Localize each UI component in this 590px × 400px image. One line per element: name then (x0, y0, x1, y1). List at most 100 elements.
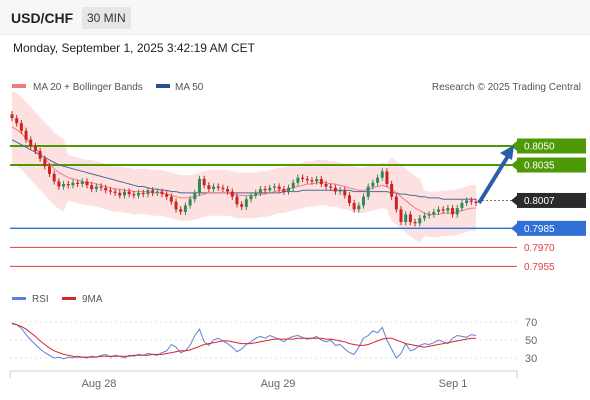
candle-body (296, 177, 300, 183)
candle-body (118, 192, 122, 196)
candle-body (357, 205, 361, 210)
candle-body (207, 185, 211, 190)
level-label: 0.7985 (524, 224, 555, 235)
candle-body (366, 186, 370, 197)
candle-body (347, 195, 351, 204)
candle-body (432, 211, 436, 215)
candle-body (165, 194, 169, 197)
header-bar: USD/CHF 30 MIN (0, 0, 590, 35)
rsi-y-tick-label: 50 (525, 335, 537, 347)
resistance-level-pointer (511, 160, 517, 170)
candle-body (183, 205, 187, 212)
candle-body (460, 203, 464, 209)
candle-body (90, 185, 94, 190)
candle-body (329, 186, 333, 188)
forecast-arrow-shaft (477, 154, 510, 205)
candle-body (315, 178, 319, 182)
candle-body (43, 158, 47, 167)
candle-body (24, 130, 28, 140)
candle-body (155, 191, 159, 193)
candle-body (441, 209, 445, 211)
candle-body (212, 186, 216, 190)
ma50-legend-swatch (156, 84, 170, 88)
candle-body (399, 209, 403, 223)
candle-body (202, 178, 206, 186)
candle-body (62, 184, 66, 187)
candle-body (310, 180, 314, 182)
copyright-label: Research © 2025 Trading Central (432, 82, 581, 93)
candle-body (137, 192, 141, 196)
candle-body (305, 178, 309, 181)
x-tick-label: Aug 28 (82, 378, 117, 390)
candle-body (287, 187, 291, 192)
candle-body (352, 203, 356, 210)
candle-body (437, 209, 441, 212)
candle-body (127, 191, 131, 195)
candle-body (193, 192, 197, 200)
level-label: 0.8035 (524, 161, 555, 172)
candle-body (263, 189, 267, 191)
timeframe-badge[interactable]: 30 MIN (82, 7, 131, 29)
candle-body (216, 186, 220, 188)
candle-body (244, 199, 248, 207)
bollinger-band (12, 90, 476, 243)
candle-body (249, 195, 253, 200)
candle-body (474, 201, 478, 204)
candle-body (151, 190, 155, 193)
resistance-level-pointer (511, 141, 517, 151)
candle-body (141, 192, 145, 195)
current-level-pointer (511, 195, 517, 206)
candle-body (19, 123, 23, 131)
candle-body (160, 191, 164, 195)
rsi-ma-legend-label: 9MA (82, 294, 103, 305)
candle-body (324, 184, 328, 187)
symbol-title: USD/CHF (11, 10, 74, 26)
candle-body (113, 191, 117, 193)
candle-body (52, 173, 56, 182)
candle-body (394, 196, 398, 210)
candle-body (85, 181, 89, 186)
candle-body (169, 196, 173, 202)
candle-body (446, 208, 450, 211)
candle-body (29, 139, 33, 146)
resistance-level-badge (517, 157, 586, 173)
candle-body (104, 187, 108, 191)
candle-body (362, 196, 366, 206)
candle-body (188, 199, 192, 206)
candle-body (291, 182, 295, 188)
current-level-badge (517, 192, 586, 208)
candle-body (427, 214, 431, 216)
candle-body (371, 182, 375, 187)
ma20-legend-label: MA 20 + Bollinger Bands (33, 82, 143, 93)
ma20-line (11, 126, 476, 215)
candle-body (108, 190, 112, 192)
candle-body (71, 182, 75, 186)
candle-body (319, 178, 323, 185)
candle-body (258, 189, 262, 193)
timestamp: Monday, September 1, 2025 3:42:19 AM CET (13, 41, 255, 55)
candle-body (38, 151, 42, 159)
candle-body (10, 114, 14, 119)
candle-body (343, 190, 347, 196)
rsi-y-tick-label: 30 (525, 353, 537, 365)
candle-body (80, 181, 84, 185)
candle-body (413, 222, 417, 224)
price-layer: 0.8050 0.8035 0.8007 0.7985 0.7970 0.7955 (10, 90, 586, 273)
candle-body (15, 118, 19, 124)
candle-body (76, 182, 80, 184)
rsi-legend-swatch (12, 297, 26, 300)
candle-body (33, 146, 37, 152)
candle-body (404, 214, 408, 223)
resistance-level-badge (517, 138, 586, 154)
pivot-level-badge (517, 220, 586, 236)
level-label: 0.7955 (524, 262, 555, 273)
candle-body (197, 178, 201, 193)
candle-body (465, 200, 469, 204)
candle-body (277, 186, 281, 190)
forecast-arrow-head (500, 145, 514, 160)
rsi-legend-label: RSI (32, 294, 49, 305)
candle-body (338, 190, 342, 192)
candle-body (240, 204, 244, 207)
candle-body (380, 171, 384, 178)
candle-body (132, 194, 136, 196)
